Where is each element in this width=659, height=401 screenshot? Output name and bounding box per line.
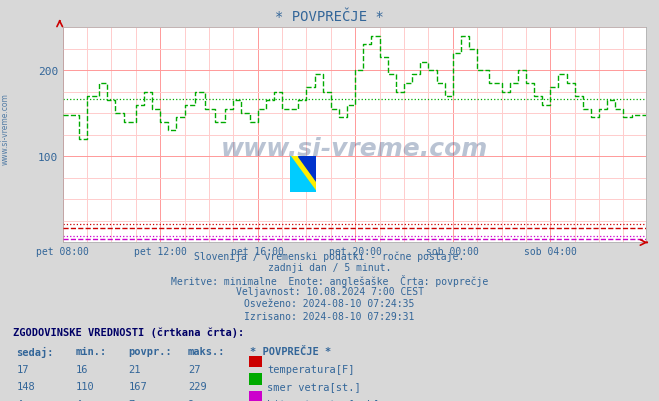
Polygon shape xyxy=(290,156,316,192)
Text: 148: 148 xyxy=(16,381,35,391)
Text: Veljavnost: 10.08.2024 7:00 CEST: Veljavnost: 10.08.2024 7:00 CEST xyxy=(235,287,424,297)
Polygon shape xyxy=(290,174,316,192)
Text: 17: 17 xyxy=(16,364,29,374)
Text: ZGODOVINSKE VREDNOSTI (črtkana črta):: ZGODOVINSKE VREDNOSTI (črtkana črta): xyxy=(13,327,244,337)
Text: 4: 4 xyxy=(76,399,82,401)
Text: 21: 21 xyxy=(129,364,141,374)
Text: * POVPREČJE *: * POVPREČJE * xyxy=(275,10,384,24)
Text: 4: 4 xyxy=(16,399,22,401)
Text: sedaj:: sedaj: xyxy=(16,346,54,357)
Text: 9: 9 xyxy=(188,399,194,401)
Text: smer vetra[st.]: smer vetra[st.] xyxy=(267,381,360,391)
Text: 16: 16 xyxy=(76,364,88,374)
Text: www.si-vreme.com: www.si-vreme.com xyxy=(221,136,488,160)
Text: Slovenija / vremenski podatki - ročne postaje.: Slovenija / vremenski podatki - ročne po… xyxy=(194,251,465,261)
Text: www.si-vreme.com: www.si-vreme.com xyxy=(1,93,10,164)
Text: povpr.:: povpr.: xyxy=(129,346,172,356)
Text: * POVPREČJE *: * POVPREČJE * xyxy=(250,346,331,356)
Text: 27: 27 xyxy=(188,364,200,374)
Text: 7: 7 xyxy=(129,399,134,401)
Text: min.:: min.: xyxy=(76,346,107,356)
Text: Osveženo: 2024-08-10 07:24:35: Osveženo: 2024-08-10 07:24:35 xyxy=(244,299,415,309)
Polygon shape xyxy=(290,156,316,192)
Text: hitrost vetra[mph]: hitrost vetra[mph] xyxy=(267,399,380,401)
Text: 110: 110 xyxy=(76,381,94,391)
Polygon shape xyxy=(298,156,316,182)
Text: zadnji dan / 5 minut.: zadnji dan / 5 minut. xyxy=(268,263,391,273)
Text: maks.:: maks.: xyxy=(188,346,225,356)
Text: Izrisano: 2024-08-10 07:29:31: Izrisano: 2024-08-10 07:29:31 xyxy=(244,311,415,321)
Text: 229: 229 xyxy=(188,381,206,391)
Polygon shape xyxy=(290,174,316,192)
Text: Meritve: minimalne  Enote: anglešaške  Črta: povprečje: Meritve: minimalne Enote: anglešaške Črt… xyxy=(171,275,488,287)
Text: temperatura[F]: temperatura[F] xyxy=(267,364,355,374)
Text: 167: 167 xyxy=(129,381,147,391)
Polygon shape xyxy=(290,156,316,174)
